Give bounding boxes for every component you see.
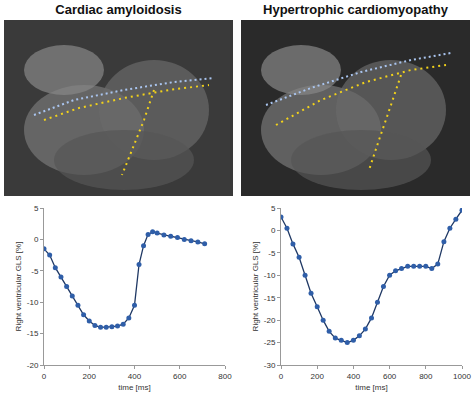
svg-text:200: 200 [83,372,97,381]
svg-text:800: 800 [419,372,433,381]
svg-text:5: 5 [34,204,39,213]
svg-text:-25: -25 [264,338,276,347]
svg-text:-20: -20 [27,361,39,370]
svg-text:-10: -10 [264,271,276,280]
svg-text:0: 0 [279,372,284,381]
svg-text:-15: -15 [264,294,276,303]
svg-text:time [ms]: time [ms] [355,383,387,392]
svg-text:-5: -5 [31,267,39,276]
svg-text:time [ms]: time [ms] [118,383,150,392]
html-text:Hypertrophic cardiomyopathy: Hypertrophic cardiomyopathy [263,2,448,17]
svg-text:-5: -5 [268,249,276,258]
svg-text:Right ventricular GLS [%]: Right ventricular GLS [%] [251,242,260,332]
svg-text:400: 400 [128,372,142,381]
svg-text:-20: -20 [264,316,276,325]
svg-text:-15: -15 [27,329,39,338]
svg-text:1000: 1000 [453,372,471,381]
svg-text:800: 800 [218,372,232,381]
html-text:Cardiac amyloidosis: Cardiac amyloidosis [55,2,182,17]
svg-text:600: 600 [383,372,397,381]
svg-text:0: 0 [42,372,47,381]
svg-text:5: 5 [271,204,276,213]
svg-text:400: 400 [347,372,361,381]
svg-text:600: 600 [173,372,187,381]
svg-text:200: 200 [311,372,325,381]
svg-text:-10: -10 [27,298,39,307]
svg-text:0: 0 [271,226,276,235]
svg-text:-30: -30 [264,361,276,370]
svg-text:0: 0 [34,235,39,244]
svg-text:Right ventricular GLS [%]: Right ventricular GLS [%] [14,242,23,332]
